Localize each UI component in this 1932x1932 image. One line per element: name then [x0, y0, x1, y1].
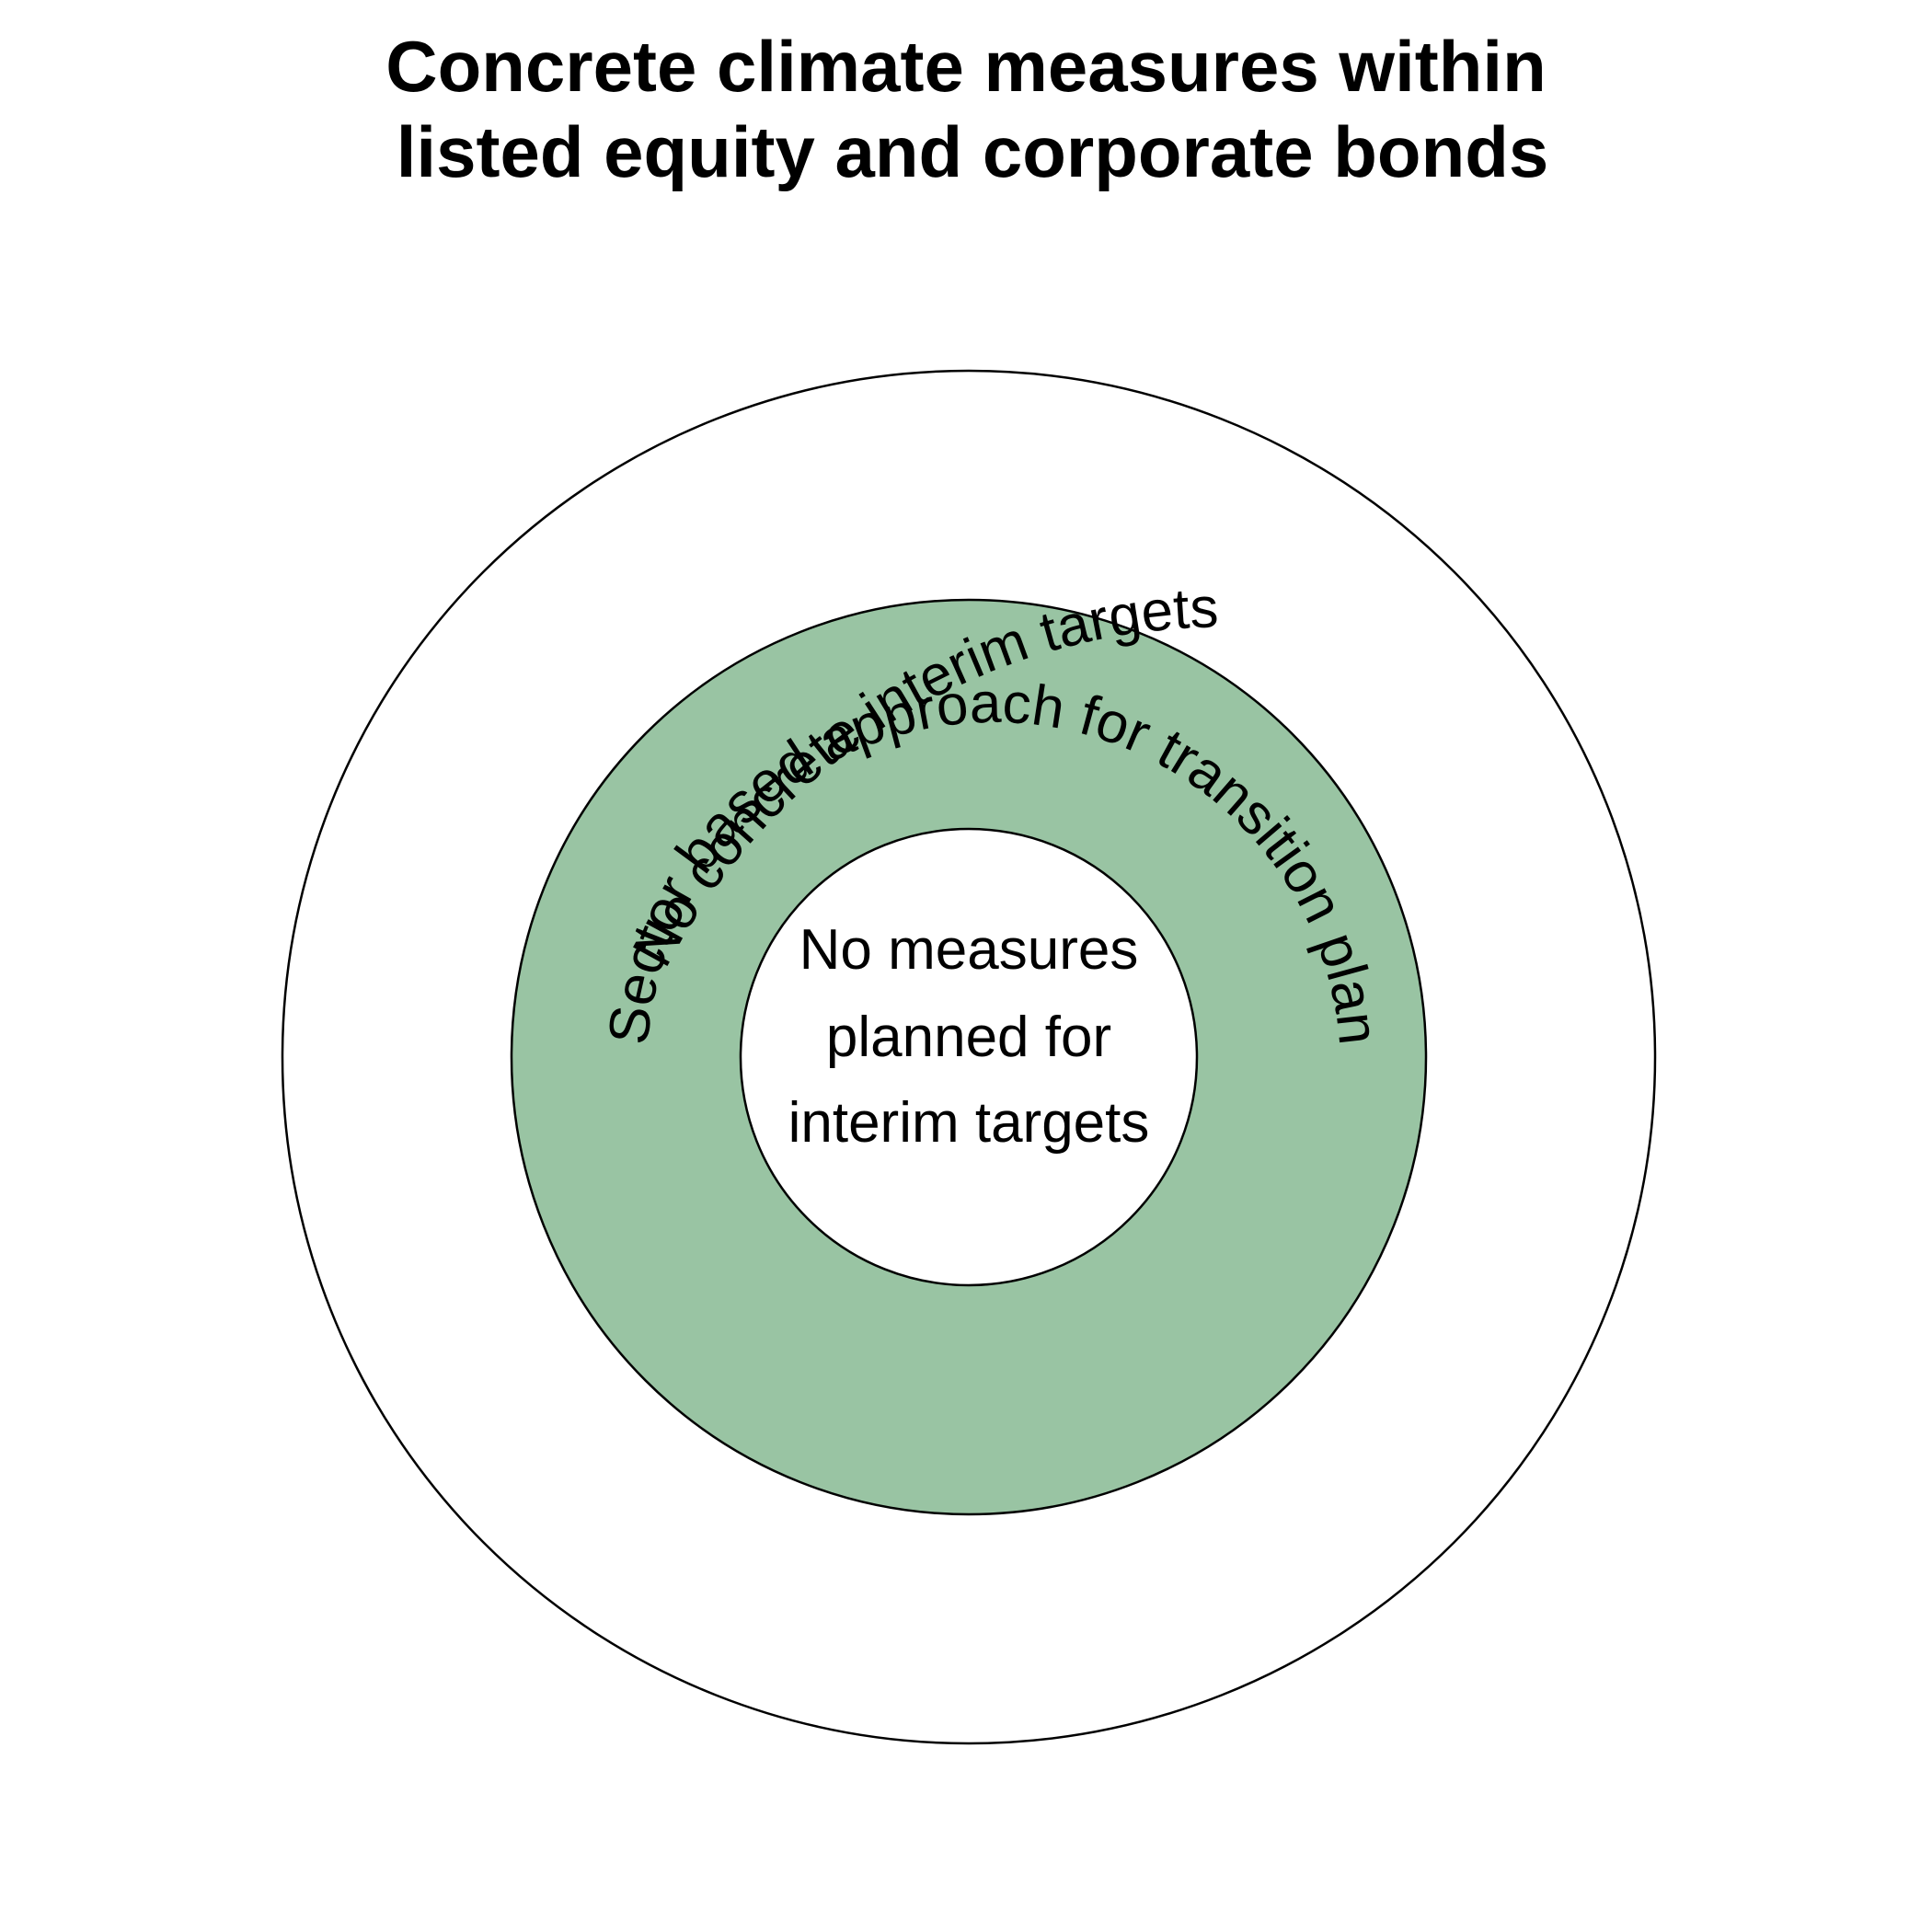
inner-label-line-2: planned for: [826, 1006, 1111, 1069]
chart-title-line-2: listed equity and corporate bonds: [397, 111, 1549, 192]
inner-label-line-3: interim targets: [788, 1091, 1150, 1155]
chart-title-line-1: Concrete climate measures within: [385, 26, 1546, 107]
inner-label-line-1: No measures: [799, 918, 1139, 982]
inner-ring: [739, 827, 1199, 1287]
